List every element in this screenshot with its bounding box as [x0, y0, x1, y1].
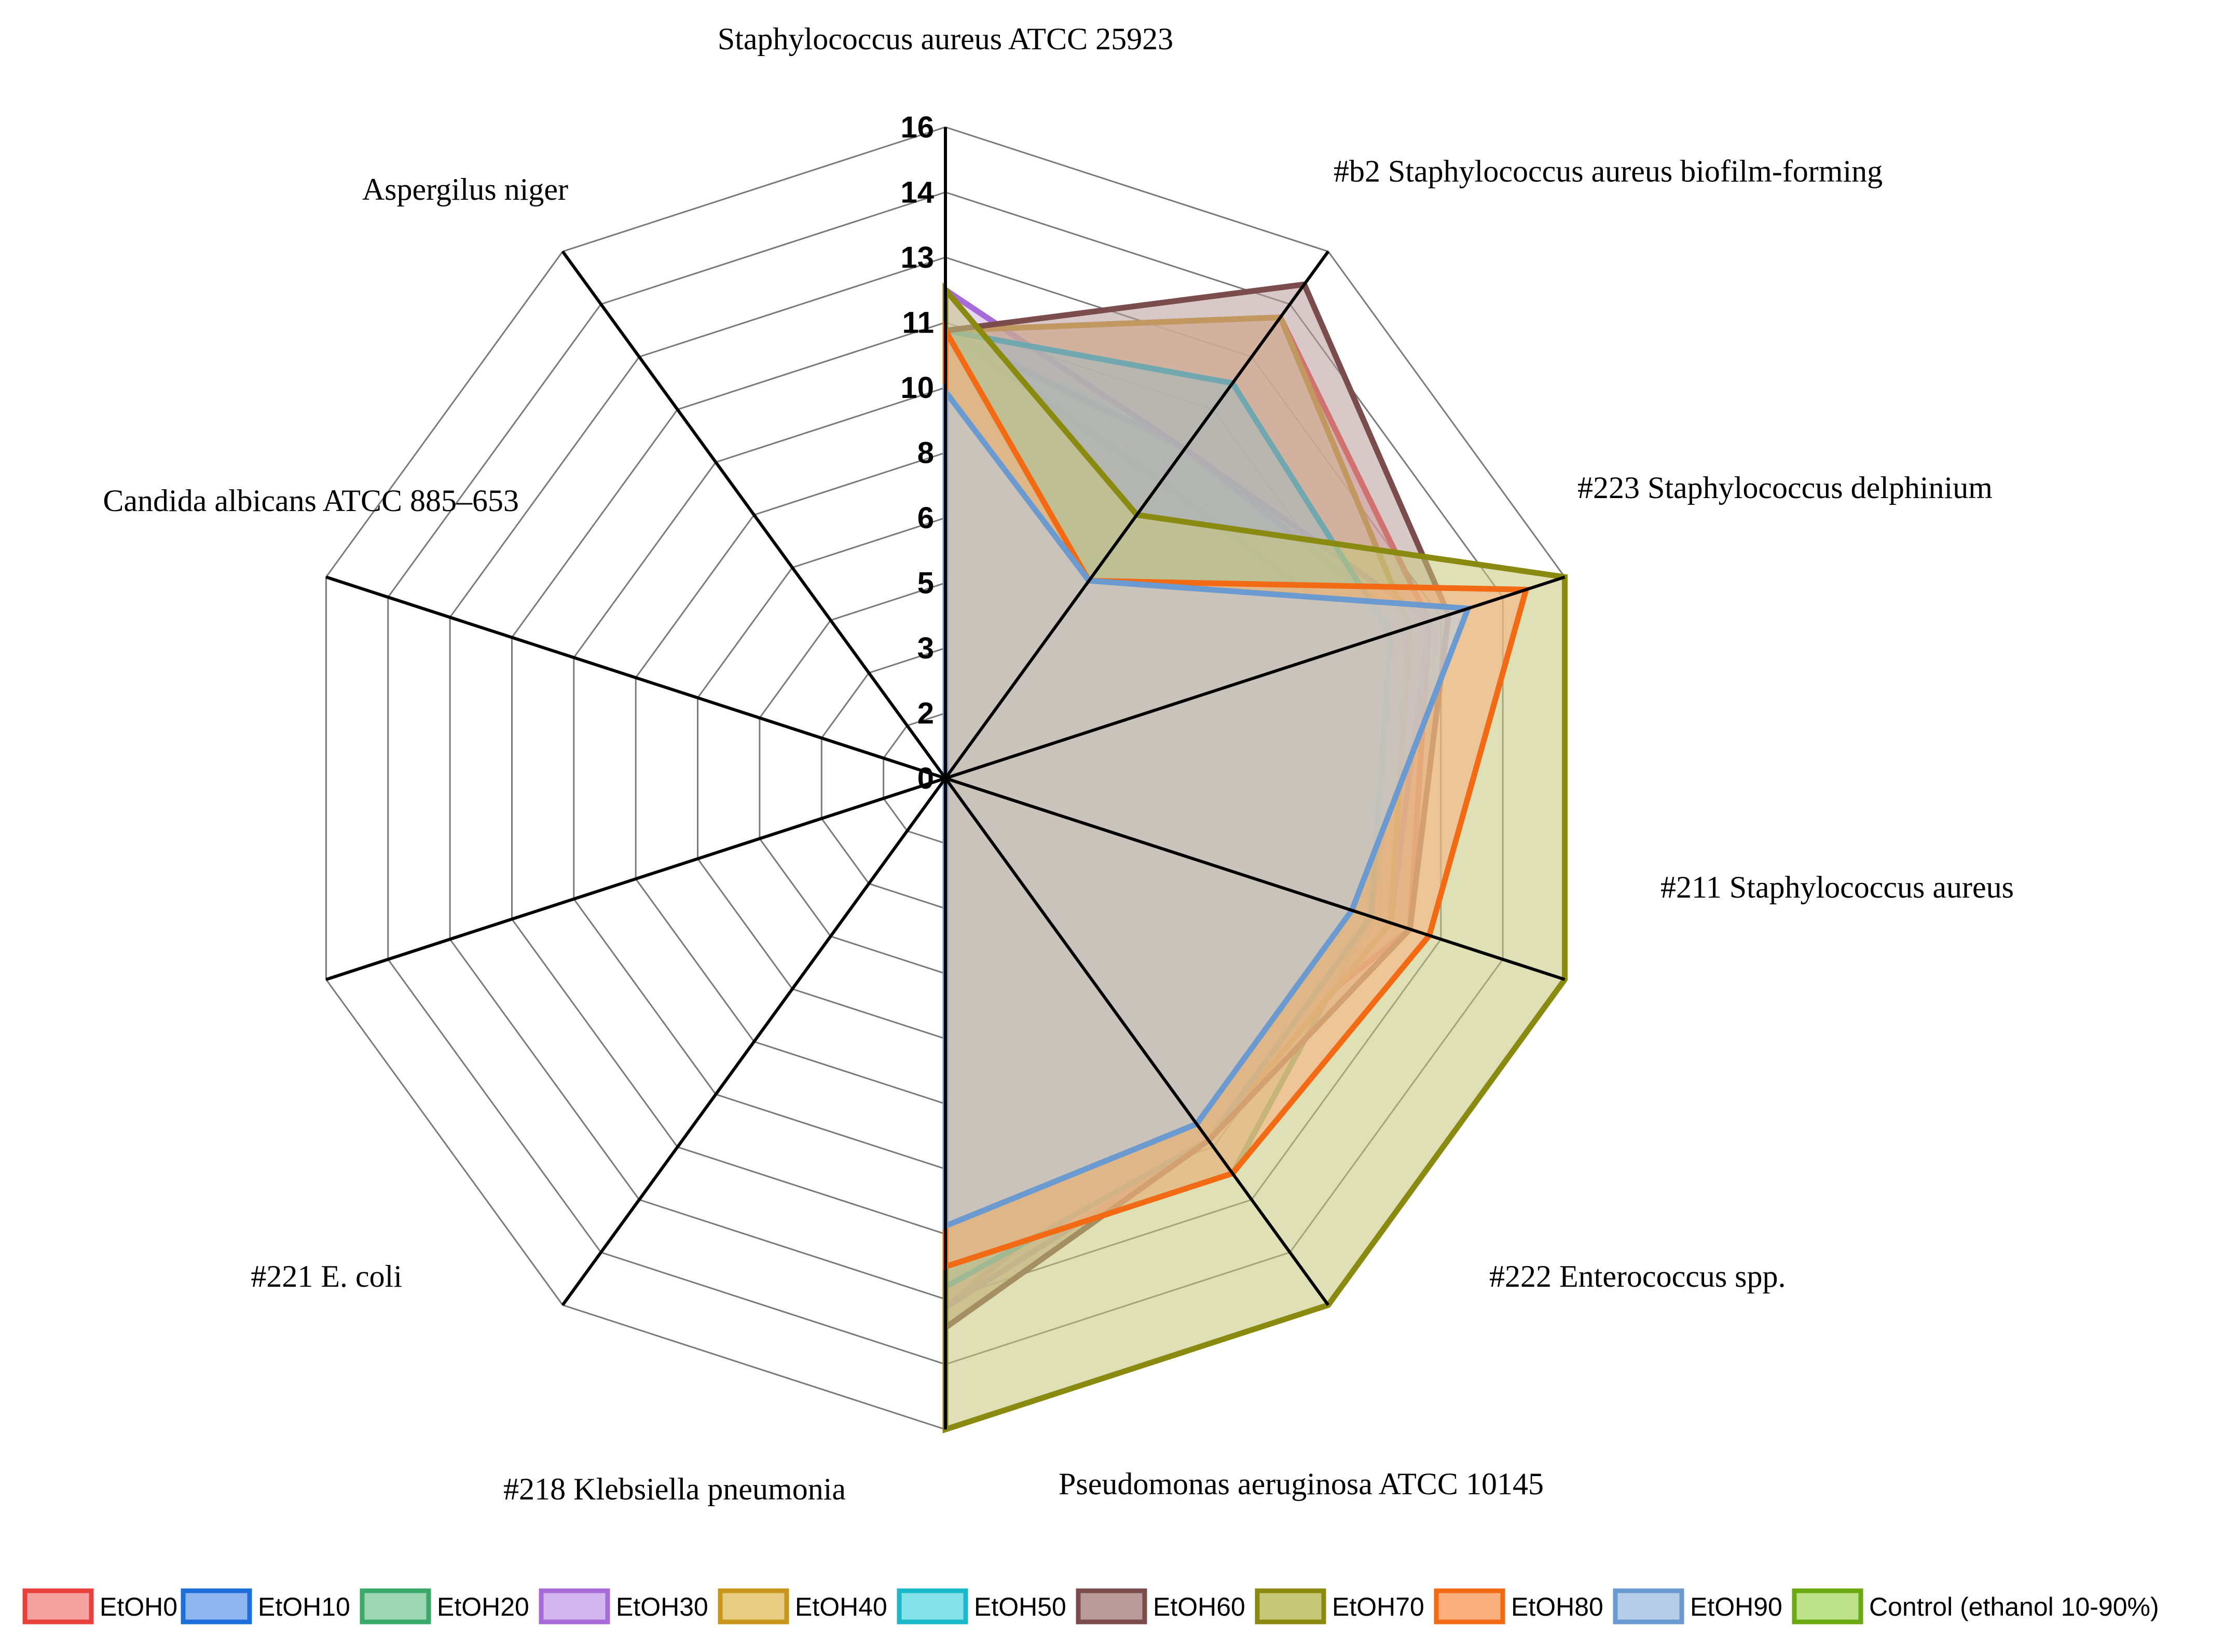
category-label: Candida albicans ATCC 885–653	[103, 484, 519, 518]
legend-item: EtOH90	[1613, 1588, 1782, 1625]
tick-label: 5	[917, 567, 934, 600]
tick-label: 8	[917, 436, 934, 470]
legend-swatch	[22, 1588, 94, 1625]
axis-spoke	[561, 777, 947, 1306]
legend-item: EtOH80	[1434, 1588, 1603, 1625]
tick-label: 6	[917, 501, 934, 535]
tick-label: 10	[900, 371, 934, 405]
axis-spoke	[945, 575, 1566, 780]
legend-item: EtOH30	[539, 1588, 708, 1625]
legend-swatch	[539, 1588, 610, 1625]
legend-label: EtOH30	[616, 1592, 708, 1621]
axis-spoke	[945, 777, 1566, 981]
legend-swatch	[718, 1588, 789, 1625]
axis-spoke	[561, 250, 947, 779]
legend-item: EtOH40	[718, 1588, 887, 1625]
legend-label: EtOH70	[1332, 1592, 1424, 1621]
legend-label: EtOH80	[1511, 1592, 1603, 1621]
axis-spoke	[325, 575, 946, 780]
legend-swatch	[1255, 1588, 1326, 1625]
legend-item: EtOH20	[360, 1588, 529, 1625]
category-label: Aspergilus niger	[362, 172, 568, 206]
legend-swatch	[360, 1588, 431, 1625]
tick-label: 3	[917, 631, 934, 665]
category-label: Pseudomonas aeruginosa ATCC 10145	[1059, 1467, 1544, 1501]
category-label: #b2 Staphylococcus aureus biofilm-formin…	[1334, 154, 1883, 188]
legend: EtOH0 EtOH10 EtOH20 EtOH30 EtOH40 EtOH50 EtOH6…	[22, 1588, 2159, 1625]
legend-label: EtOH40	[795, 1592, 887, 1621]
tick-label: 0	[917, 762, 934, 795]
legend-swatch	[181, 1588, 252, 1625]
legend-item: EtOH70	[1255, 1588, 1424, 1625]
category-label: #223 Staphylococcus delphinium	[1577, 471, 1993, 505]
tick-label: 2	[917, 697, 934, 731]
radar-axes	[325, 127, 1566, 1429]
legend-swatch	[1434, 1588, 1505, 1625]
tick-label: 16	[900, 111, 934, 144]
category-labels: Staphylococcus aureus ATCC 25923 #b2 Stap…	[103, 22, 2014, 1506]
legend-item: EtOH60	[1076, 1588, 1245, 1625]
legend-label: EtOH50	[974, 1592, 1066, 1621]
legend-swatch	[1613, 1588, 1684, 1625]
category-label: #211 Staphylococcus aureus	[1660, 870, 2014, 904]
legend-swatch	[1076, 1588, 1147, 1625]
legend-label: EtOH20	[437, 1592, 529, 1621]
axis-spoke	[325, 777, 946, 981]
radial-tick-labels: 0 2 3 5 6 8 10 11 13 14 16	[900, 111, 934, 795]
axis-spoke	[944, 777, 1330, 1306]
legend-label: EtOH0	[100, 1592, 177, 1621]
category-label: #218 Klebsiella pneumonia	[503, 1472, 846, 1506]
category-label: Staphylococcus aureus ATCC 25923	[718, 22, 1173, 56]
radar-series	[942, 281, 1568, 1434]
category-label: #222 Enterococcus spp.	[1489, 1259, 1786, 1293]
tick-label: 14	[900, 176, 934, 210]
legend-label: EtOH90	[1690, 1592, 1782, 1621]
legend-label: EtOH10	[258, 1592, 350, 1621]
tick-label: 13	[900, 241, 934, 274]
axis-spoke	[944, 250, 1330, 779]
legend-swatch	[1792, 1588, 1863, 1625]
legend-swatch	[897, 1588, 968, 1625]
legend-label: Control (ethanol 10-90%)	[1869, 1592, 2159, 1621]
legend-item: Control (ethanol 10-90%)	[1792, 1588, 2159, 1625]
category-label: #221 E. coli	[251, 1259, 402, 1293]
legend-label: EtOH60	[1153, 1592, 1245, 1621]
legend-item: EtOH10	[181, 1588, 350, 1625]
tick-label: 11	[902, 306, 934, 340]
legend-item: EtOH50	[897, 1588, 1066, 1625]
legend-item: EtOH0	[22, 1588, 177, 1625]
